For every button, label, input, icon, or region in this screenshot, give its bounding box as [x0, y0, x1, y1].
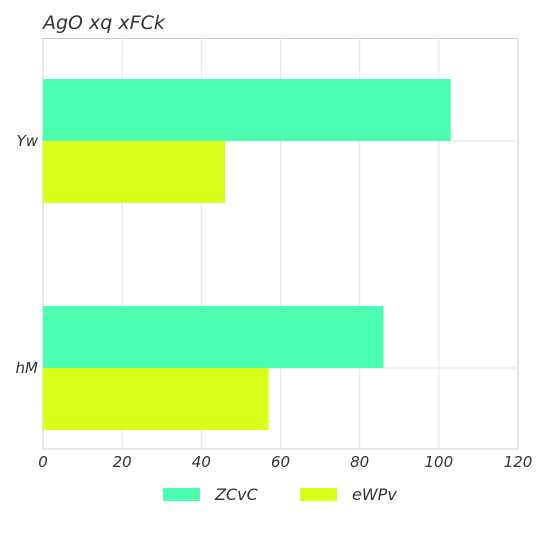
bars — [43, 79, 451, 430]
x-axis-tick-labels: 0 20 40 60 80 100 120 — [38, 453, 532, 471]
legend-swatch-eWPv — [300, 488, 337, 501]
x-tick-label: 40 — [192, 453, 211, 471]
y-tick-label: Yw — [17, 132, 39, 150]
y-axis-tick-labels: Yw hM — [16, 132, 39, 377]
bar-ZCvC-hM — [43, 306, 384, 368]
x-tick-label: 60 — [271, 453, 290, 471]
legend-swatch-ZCvC — [163, 488, 200, 501]
legend: ZCvC eWPv — [163, 485, 397, 504]
x-tick-label: 100 — [425, 453, 454, 471]
x-tick-label: 0 — [38, 453, 48, 471]
bar-ZCvC-Yw — [43, 79, 451, 141]
bar-eWPv-hM — [43, 368, 269, 430]
legend-label: eWPv — [352, 485, 397, 504]
x-tick-label: 120 — [504, 453, 533, 471]
x-tick-label: 80 — [350, 453, 369, 471]
chart-title: AgO xq xFCk — [41, 12, 166, 34]
bar-eWPv-Yw — [43, 141, 226, 203]
y-tick-label: hM — [16, 359, 39, 377]
legend-label: ZCvC — [214, 485, 259, 504]
x-tick-label: 20 — [113, 453, 132, 471]
